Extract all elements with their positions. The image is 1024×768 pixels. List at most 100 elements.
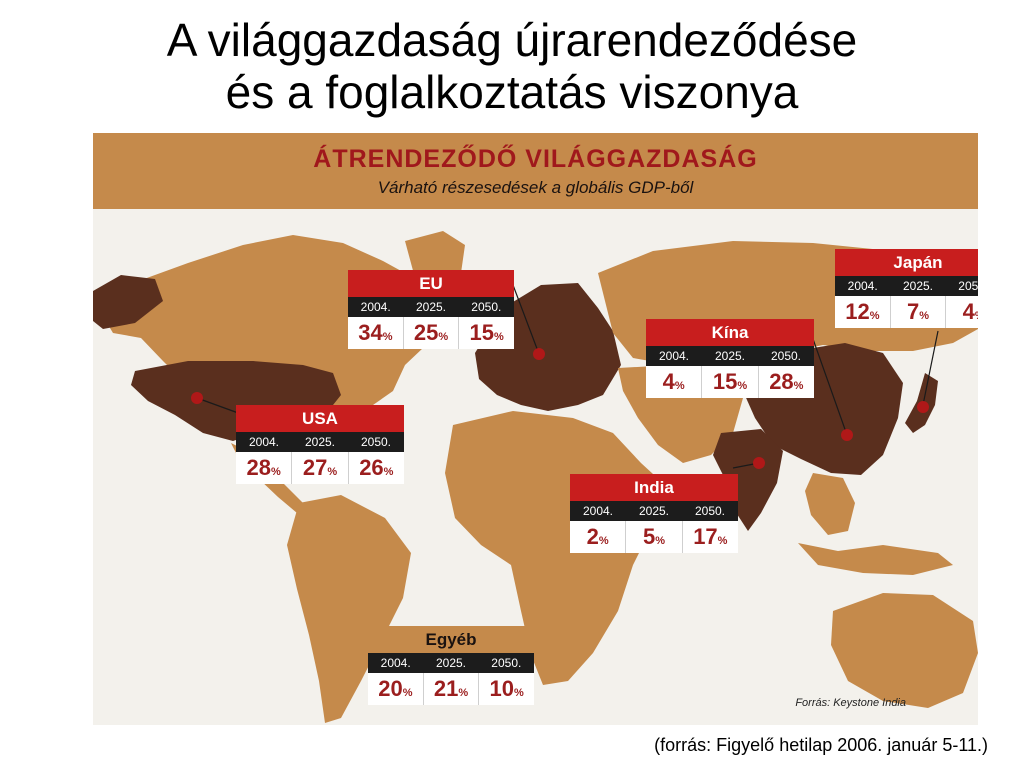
- region-name: USA: [236, 405, 404, 432]
- value-cell: 10%: [478, 673, 534, 705]
- year-label: 2004.: [847, 279, 878, 293]
- value-unit: %: [598, 535, 609, 547]
- value-unit: %: [514, 687, 524, 699]
- value-cell: 28%: [236, 452, 291, 484]
- region-name: India: [570, 474, 738, 501]
- value-cell: 12%: [835, 296, 890, 328]
- year-label: 2004.: [248, 435, 280, 449]
- year-label: 2050.: [958, 279, 978, 293]
- alaska-land: [93, 275, 163, 329]
- value-unit: %: [737, 380, 748, 392]
- region-box-other: Egyéb 2004. 2025. 2050. 20% 21% 10%: [368, 626, 534, 705]
- year-label: 2050.: [491, 656, 522, 670]
- year-label: 2050.: [694, 504, 726, 518]
- eu-marker: [533, 348, 545, 360]
- value-unit: %: [271, 466, 281, 478]
- year-label: 2004.: [582, 504, 614, 518]
- value-cell: 7%: [889, 296, 946, 328]
- value-unit: %: [383, 466, 394, 478]
- value-number: 26: [359, 455, 384, 480]
- year-label: 2004.: [658, 349, 690, 363]
- value-row: 34% 25% 15%: [348, 317, 514, 349]
- value-number: 5: [642, 524, 656, 549]
- value-number: 28: [769, 369, 794, 394]
- value-cell: 25%: [402, 317, 459, 349]
- value-cell: 15%: [458, 317, 514, 349]
- year-row: 2004. 2025. 2050.: [368, 653, 534, 673]
- year-row: 2004. 2025. 2050.: [348, 297, 514, 317]
- australia-land: [831, 593, 978, 708]
- region-name: Egyéb: [368, 626, 534, 653]
- world-map: [93, 231, 978, 723]
- value-row: 4% 15% 28%: [646, 366, 814, 398]
- value-number: 15: [469, 320, 495, 345]
- usa-marker: [191, 392, 203, 404]
- year-row: 2004. 2025. 2050.: [570, 501, 738, 521]
- value-number: 20: [378, 676, 403, 701]
- year-label: 2004.: [380, 656, 411, 670]
- value-cell: 20%: [368, 673, 423, 705]
- value-unit: %: [793, 380, 804, 392]
- year-row: 2004. 2025. 2050.: [236, 432, 404, 452]
- map-title: ÁTRENDEZŐDŐ VILÁGGAZDASÁG: [313, 145, 758, 173]
- region-name: Japán: [835, 249, 978, 276]
- india-marker: [753, 457, 765, 469]
- value-unit: %: [382, 331, 393, 343]
- value-cell: 2%: [570, 521, 625, 553]
- year-label: 2050.: [770, 349, 802, 363]
- india-land: [713, 429, 783, 531]
- china-marker: [841, 429, 853, 441]
- region-box-india: India 2004. 2025. 2050. 2% 5% 17%: [570, 474, 738, 553]
- value-number: 4: [662, 369, 675, 394]
- usa-pointer-line: [196, 397, 242, 415]
- value-cell: 34%: [348, 317, 403, 349]
- value-unit: %: [438, 331, 449, 343]
- value-number: 34: [358, 320, 383, 345]
- eu-pointer-line: [512, 284, 540, 355]
- map-subtitle: Várható részesedések a globális GDP-ből: [377, 178, 694, 197]
- region-name: EU: [348, 270, 514, 297]
- slide-title: A világgazdaság újrarendeződése és a fog…: [0, 14, 1024, 118]
- value-row: 20% 21% 10%: [368, 673, 534, 705]
- value-cell: 28%: [757, 366, 814, 398]
- year-label: 2025.: [304, 435, 336, 449]
- year-label: 2025.: [415, 300, 446, 314]
- year-label: 2025.: [435, 656, 466, 670]
- china-pointer-line: [812, 338, 848, 436]
- value-row: 2% 5% 17%: [570, 521, 738, 553]
- map-banner: ÁTRENDEZŐDŐ VILÁGGAZDASÁG Várható részes…: [93, 133, 978, 209]
- region-box-china: Kína 2004. 2025. 2050. 4% 15% 28%: [646, 319, 814, 398]
- value-unit: %: [402, 687, 413, 699]
- value-unit: %: [717, 535, 728, 547]
- value-number: 2: [586, 524, 599, 549]
- value-number: 21: [433, 676, 459, 701]
- value-number: 17: [693, 524, 718, 549]
- value-unit: %: [655, 535, 665, 547]
- value-unit: %: [869, 310, 880, 322]
- value-number: 4: [962, 299, 975, 324]
- year-label: 2025.: [638, 504, 670, 518]
- region-box-usa: USA 2004. 2025. 2050. 28% 27% 26%: [236, 405, 404, 484]
- southeast-asia-land: [805, 473, 855, 535]
- year-label: 2050.: [471, 300, 502, 314]
- year-row: 2004. 2025. 2050.: [646, 346, 814, 366]
- value-number: 27: [302, 455, 328, 480]
- value-row: 28% 27% 26%: [236, 452, 404, 484]
- value-number: 28: [246, 455, 272, 480]
- south-america-land: [287, 495, 411, 723]
- value-unit: %: [674, 380, 685, 392]
- value-cell: 5%: [625, 521, 681, 553]
- value-unit: %: [494, 331, 504, 343]
- value-number: 15: [712, 369, 738, 394]
- slide-title-line-1: A világgazdaság újrarendeződése: [166, 14, 858, 66]
- slide-title-line-2: és a foglalkoztatás viszonya: [225, 66, 799, 118]
- value-cell: 15%: [701, 366, 757, 398]
- value-unit: %: [458, 687, 469, 699]
- value-number: 7: [906, 299, 920, 324]
- region-name: Kína: [646, 319, 814, 346]
- value-cell: 17%: [681, 521, 738, 553]
- year-label: 2050.: [360, 435, 392, 449]
- year-label: 2025.: [714, 349, 746, 363]
- value-cell: 4%: [945, 296, 978, 328]
- value-unit: %: [919, 310, 930, 322]
